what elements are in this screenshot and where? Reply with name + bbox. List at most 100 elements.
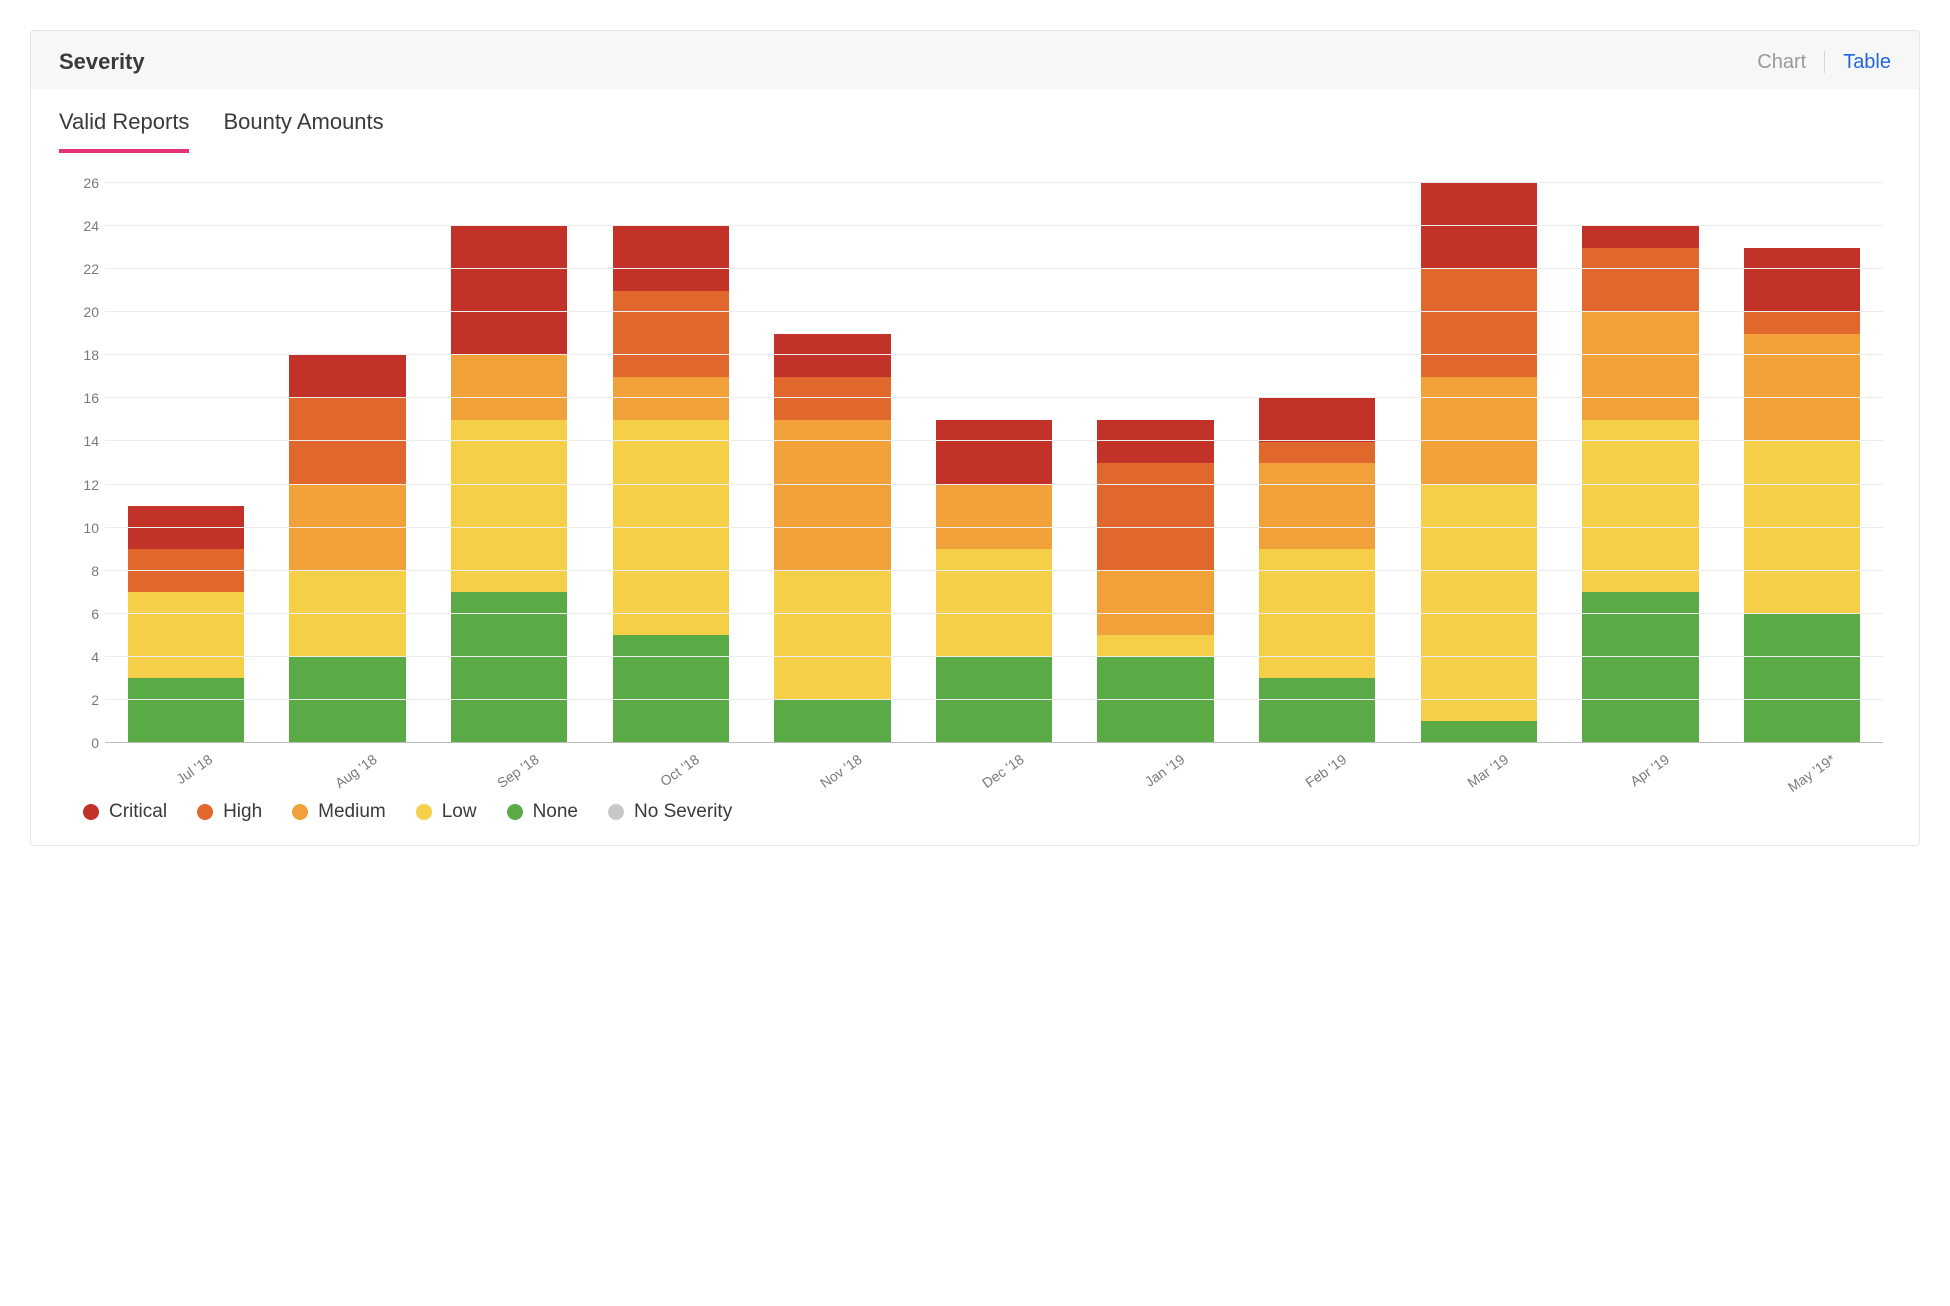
chart-x-tick-label: Oct '18 (657, 751, 702, 789)
legend-item-medium[interactable]: Medium (292, 801, 386, 823)
legend-item-none[interactable]: None (507, 801, 578, 823)
chart-gridline (105, 570, 1883, 571)
chart-gridline (105, 268, 1883, 269)
chart-bar-segment-critical[interactable] (613, 226, 729, 291)
chart-bar-segment-medium[interactable] (936, 485, 1052, 550)
chart-bar-slot (752, 183, 914, 743)
chart-bar-slot (105, 183, 267, 743)
chart-bar-segment-medium[interactable] (451, 355, 567, 420)
chart-bar-segment-critical[interactable] (289, 355, 405, 398)
chart-bar-segment-critical[interactable] (936, 420, 1052, 485)
chart-gridline (105, 225, 1883, 226)
chart-bar-segment-medium[interactable] (1744, 334, 1860, 442)
chart-gridline (105, 397, 1883, 398)
chart-bar[interactable] (774, 183, 890, 743)
chart-bar[interactable] (936, 183, 1052, 743)
legend-item-no_severity[interactable]: No Severity (608, 801, 732, 823)
chart-gridline (105, 699, 1883, 700)
chart-x-tick-label: Aug '18 (332, 751, 380, 791)
chart-bar-segment-none[interactable] (774, 700, 890, 743)
chart-bar-segment-medium[interactable] (774, 420, 890, 571)
chart-bar-segment-critical[interactable] (774, 334, 890, 377)
chart-bar-segment-none[interactable] (1744, 614, 1860, 743)
chart-bar-segment-none[interactable] (1421, 721, 1537, 743)
legend-label: Critical (109, 801, 167, 823)
chart-bar-segment-high[interactable] (1421, 269, 1537, 377)
chart-bars (105, 183, 1883, 743)
tabs: Valid Reports Bounty Amounts (59, 89, 1891, 153)
chart-bar-segment-low[interactable] (128, 592, 244, 678)
chart-x-tick-slot: Aug '18 (267, 743, 429, 793)
chart-bar-segment-low[interactable] (613, 420, 729, 635)
chart-x-tick-slot: Oct '18 (590, 743, 752, 793)
chart-bar[interactable] (1259, 183, 1375, 743)
chart-bar-segment-high[interactable] (1097, 463, 1213, 571)
legend-item-high[interactable]: High (197, 801, 262, 823)
chart-bar-segment-low[interactable] (289, 571, 405, 657)
chart-x-tick-slot: Mar '19 (1398, 743, 1560, 793)
chart-bar-segment-low[interactable] (451, 420, 567, 592)
chart-bar-segment-low[interactable] (936, 549, 1052, 657)
tab-valid-reports[interactable]: Valid Reports (59, 109, 189, 153)
chart-bar[interactable] (1582, 183, 1698, 743)
chart-bar-segment-low[interactable] (1097, 635, 1213, 657)
chart-bar-segment-high[interactable] (1259, 442, 1375, 464)
chart-bar-segment-none[interactable] (451, 592, 567, 743)
chart-bar-slot (1398, 183, 1560, 743)
chart-bar-segment-critical[interactable] (1097, 420, 1213, 463)
chart-bar-segment-none[interactable] (613, 635, 729, 743)
chart-bar-segment-low[interactable] (1744, 441, 1860, 613)
chart-y-tick-label: 16 (59, 390, 99, 406)
chart-bar-segment-high[interactable] (128, 549, 244, 592)
chart-y-tick-label: 8 (59, 563, 99, 579)
chart-bar-segment-critical[interactable] (1582, 226, 1698, 248)
chart-bar[interactable] (128, 183, 244, 743)
chart-bar-segment-none[interactable] (128, 678, 244, 743)
chart-bar-segment-high[interactable] (1744, 312, 1860, 334)
chart-bar-segment-medium[interactable] (1421, 377, 1537, 485)
chart-area: 02468101214161820222426 Jul '18Aug '18Se… (59, 183, 1891, 823)
chart-bar[interactable] (1744, 183, 1860, 743)
chart-x-tick-slot: Apr '19 (1560, 743, 1722, 793)
tab-bounty-amounts[interactable]: Bounty Amounts (223, 109, 383, 153)
chart-gridline (105, 182, 1883, 183)
chart-bar[interactable] (613, 183, 729, 743)
chart-y-tick-label: 2 (59, 692, 99, 708)
chart-y-tick-label: 24 (59, 218, 99, 234)
chart-bar-segment-low[interactable] (774, 571, 890, 700)
chart-bar-segment-medium[interactable] (1097, 571, 1213, 636)
chart-bar[interactable] (451, 183, 567, 743)
chart-bar[interactable] (289, 183, 405, 743)
chart-bar-segment-medium[interactable] (1259, 463, 1375, 549)
legend-item-critical[interactable]: Critical (83, 801, 167, 823)
chart-bar-segment-critical[interactable] (1744, 248, 1860, 313)
chart-bar-slot (1236, 183, 1398, 743)
chart-bar-segment-critical[interactable] (451, 226, 567, 355)
chart-bar-segment-critical[interactable] (128, 506, 244, 549)
chart-bar-segment-high[interactable] (774, 377, 890, 420)
chart-x-tick-label: Jan '19 (1141, 751, 1187, 790)
chart-bar-segment-low[interactable] (1259, 549, 1375, 678)
chart-bar-segment-high[interactable] (1582, 248, 1698, 313)
chart-bar-segment-high[interactable] (613, 291, 729, 377)
legend-item-low[interactable]: Low (416, 801, 477, 823)
chart-bar-segment-none[interactable] (1582, 592, 1698, 743)
chart-bar-segment-medium[interactable] (1582, 312, 1698, 420)
chart-bar-segment-low[interactable] (1582, 420, 1698, 592)
view-toggle-table[interactable]: Table (1843, 51, 1891, 74)
chart-bar-segment-critical[interactable] (1421, 183, 1537, 269)
chart-bar[interactable] (1097, 183, 1213, 743)
chart-bar-segment-medium[interactable] (289, 485, 405, 571)
chart-x-tick-label: Nov '18 (817, 751, 865, 791)
chart-x-tick-slot: Feb '19 (1236, 743, 1398, 793)
chart-bar[interactable] (1421, 183, 1537, 743)
chart-bar-segment-high[interactable] (289, 398, 405, 484)
chart-bar-segment-none[interactable] (1259, 678, 1375, 743)
chart-bar-segment-critical[interactable] (1259, 398, 1375, 441)
legend-swatch (83, 804, 99, 820)
view-toggle-chart[interactable]: Chart (1757, 51, 1806, 74)
chart-bar-segment-low[interactable] (1421, 485, 1537, 722)
card-header: Severity Chart Table (31, 31, 1919, 89)
chart-y-tick-label: 4 (59, 649, 99, 665)
chart-bar-segment-medium[interactable] (613, 377, 729, 420)
